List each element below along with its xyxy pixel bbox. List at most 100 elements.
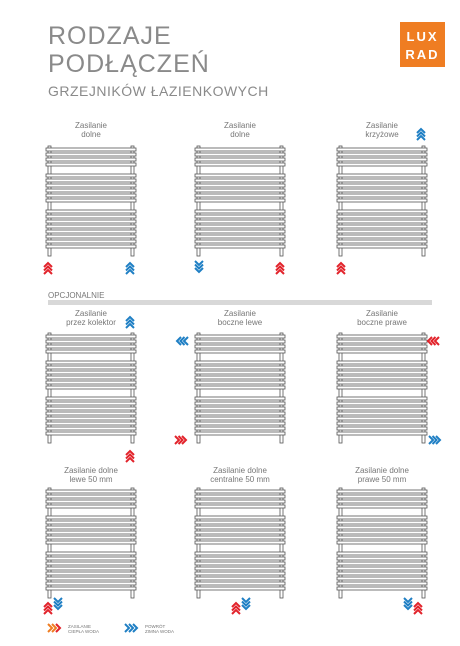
radiator-bar	[45, 515, 137, 520]
radiator-bar	[45, 504, 137, 509]
radiator-bar	[336, 339, 428, 344]
radiator-bar	[45, 401, 137, 406]
radiator-bar	[336, 556, 428, 561]
radiator-bar	[336, 152, 428, 157]
radiator-bar	[45, 244, 137, 249]
flow-arrow	[43, 601, 53, 608]
radiator-bar	[336, 360, 428, 365]
subtitle: GRZEJNIKÓW ŁAZIENKOWYCH	[48, 83, 269, 99]
radiator-bar	[45, 157, 137, 162]
radiator-bar	[336, 401, 428, 406]
panel-label: przez kolektor	[66, 318, 116, 327]
radiator-bar	[194, 219, 286, 224]
flow-arrow	[403, 597, 413, 604]
flow-arrow	[416, 127, 426, 134]
legend-arrow	[132, 623, 139, 633]
radiator-bar	[336, 193, 428, 198]
radiator-bar	[336, 234, 428, 239]
title-line: PODŁĄCZEŃ	[48, 49, 210, 78]
logo-text: RAD	[405, 47, 439, 62]
radiator-bar	[194, 535, 286, 540]
radiator-bar	[194, 244, 286, 249]
radiator-bar	[194, 566, 286, 571]
radiator-bar	[45, 229, 137, 234]
radiator-bar	[194, 152, 286, 157]
radiator-bar	[194, 504, 286, 509]
flow-arrow	[241, 597, 251, 604]
radiator-bar	[336, 173, 428, 178]
radiator-bar	[194, 411, 286, 416]
panel-label: boczne lewe	[218, 318, 263, 327]
radiator-bar	[45, 535, 137, 540]
radiator-bar	[194, 188, 286, 193]
radiator-bar	[336, 530, 428, 535]
flow-arrow	[336, 265, 346, 272]
panel-label: krzyżowe	[365, 130, 399, 139]
radiator-bar	[194, 401, 286, 406]
radiator-bar	[45, 173, 137, 178]
flow-arrow	[194, 260, 204, 267]
flow-arrow	[413, 601, 423, 608]
flow-arrow	[43, 608, 53, 615]
panel-label: Zasilanie dolne	[355, 466, 409, 475]
radiator-bar	[194, 375, 286, 380]
radiator-bar	[45, 426, 137, 431]
panel-label: boczne prawe	[357, 318, 407, 327]
flow-arrow	[125, 456, 135, 463]
radiator-bar	[194, 234, 286, 239]
flow-arrow	[43, 265, 53, 272]
radiator-bar	[45, 540, 137, 545]
radiator-bar	[194, 426, 286, 431]
flow-arrow	[181, 435, 188, 445]
flow-arrow	[403, 604, 413, 611]
radiator-bar	[336, 178, 428, 183]
panel-label: Zasilanie	[224, 309, 257, 318]
radiator-bar	[45, 566, 137, 571]
flow-arrow	[413, 605, 423, 612]
radiator-bar	[194, 339, 286, 344]
radiator-bar	[336, 183, 428, 188]
radiator-bar	[45, 239, 137, 244]
radiator-bar	[336, 431, 428, 436]
radiator-bar	[336, 188, 428, 193]
logo-text: LUX	[407, 29, 439, 44]
radiator-bar	[194, 499, 286, 504]
flow-arrow	[275, 261, 285, 268]
radiator-bar	[336, 380, 428, 385]
radiator-bar	[336, 416, 428, 421]
radiator-bar	[194, 520, 286, 525]
radiator-bar	[45, 214, 137, 219]
radiator-bar	[45, 209, 137, 214]
radiator-bar	[194, 239, 286, 244]
radiator-bar	[194, 571, 286, 576]
radiator-bar	[45, 375, 137, 380]
radiator-bar	[45, 561, 137, 566]
legend-arrow	[128, 623, 135, 633]
radiator-bar	[336, 551, 428, 556]
radiator-bar	[45, 411, 137, 416]
flow-arrow	[125, 322, 135, 329]
radiator-bar	[194, 162, 286, 167]
radiator-bar	[45, 556, 137, 561]
flow-arrow	[336, 261, 346, 268]
flow-arrow	[125, 453, 135, 460]
radiator-bar	[194, 178, 286, 183]
panel-label: centralne 50 mm	[210, 475, 270, 484]
radiator-bar	[45, 416, 137, 421]
radiator-bar	[194, 214, 286, 219]
flow-arrow	[43, 605, 53, 612]
flow-arrow	[53, 597, 63, 604]
flow-arrow	[125, 261, 135, 268]
radiator-bar	[45, 183, 137, 188]
flow-arrow	[194, 267, 204, 274]
radiator-bar	[45, 224, 137, 229]
radiator-bar	[194, 229, 286, 234]
radiator-bar	[194, 183, 286, 188]
radiator-bar	[194, 349, 286, 354]
radiator-bar	[336, 426, 428, 431]
flow-arrow	[241, 604, 251, 611]
radiator-bar	[45, 431, 137, 436]
radiator-bar	[45, 576, 137, 581]
radiator-bar	[194, 224, 286, 229]
radiator-bar	[45, 385, 137, 390]
